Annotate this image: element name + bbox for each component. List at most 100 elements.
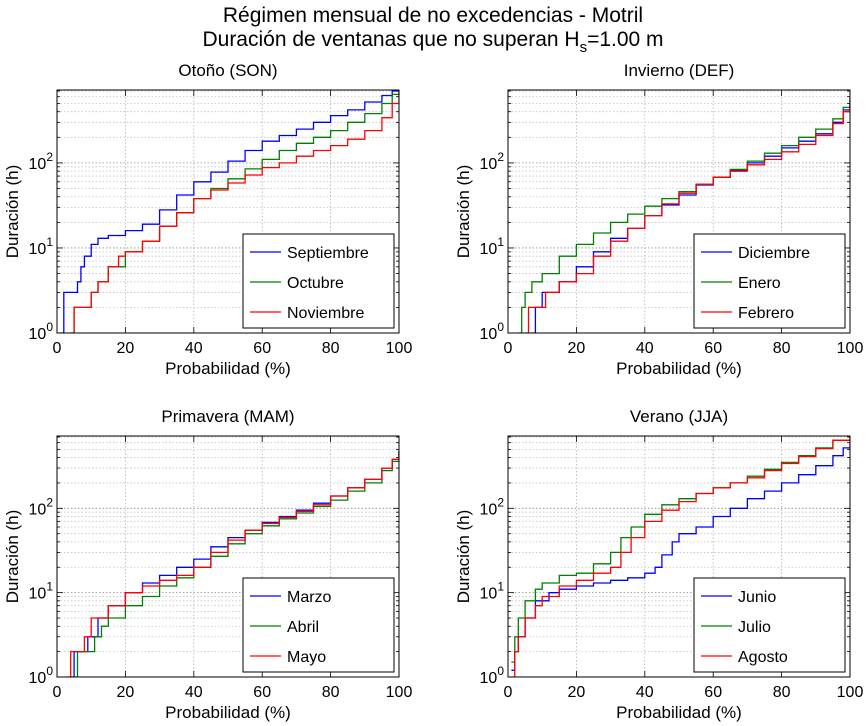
x-tick-label: 20 <box>117 340 135 357</box>
legend-label: Mayo <box>287 649 326 666</box>
y-tick-label: 100 <box>29 320 54 343</box>
series-line-julio <box>511 436 850 663</box>
series-group <box>60 90 399 333</box>
x-tick-label: 40 <box>185 340 203 357</box>
y-tick-exponent: 2 <box>46 495 53 509</box>
x-tick-label: 60 <box>253 340 271 357</box>
y-tick-exponent: 1 <box>497 580 504 594</box>
legend-label: Marzo <box>287 589 332 606</box>
y-tick-exponent: 1 <box>46 235 53 249</box>
legend: Septiembre Octubre Noviembre <box>242 233 395 329</box>
legend: Junio Julio Agosto <box>693 577 846 673</box>
legend-label: Diciembre <box>738 245 810 262</box>
x-axis-label: Probabilidad (%) <box>165 359 291 378</box>
y-tick-label: 102 <box>480 150 505 173</box>
y-tick-label: 101 <box>480 580 505 603</box>
y-tick-label: 102 <box>29 495 54 518</box>
x-tick-label: 0 <box>53 684 62 701</box>
y-tick-base: 10 <box>29 586 47 603</box>
y-tick-exponent: 2 <box>497 150 504 164</box>
series-line-mayo <box>67 450 399 677</box>
x-tick-label: 80 <box>322 340 340 357</box>
axes-frame <box>56 435 400 678</box>
legend-label: Febrero <box>738 305 794 322</box>
legend-label: Septiembre <box>287 245 369 262</box>
series-group <box>67 450 399 677</box>
x-tick-label: 60 <box>704 340 722 357</box>
y-tick-exponent: 1 <box>46 580 53 594</box>
y-tick-exponent: 2 <box>46 150 53 164</box>
y-tick-exponent: 0 <box>46 320 53 334</box>
x-tick-label: 100 <box>837 340 864 357</box>
y-tick-label: 100 <box>480 664 505 687</box>
y-tick-base: 10 <box>480 586 498 603</box>
y-tick-label: 102 <box>480 495 505 518</box>
series-line-septiembre <box>60 90 399 333</box>
y-tick-base: 10 <box>480 670 498 687</box>
y-tick-label: 100 <box>29 664 54 687</box>
legend-label: Noviembre <box>287 305 364 322</box>
series-group <box>518 96 850 333</box>
x-tick-label: 0 <box>53 340 62 357</box>
series-line-noviembre <box>70 90 399 333</box>
figure-title-line2-post: =1.00 m <box>587 28 663 51</box>
figure-title-line2-pre: Duración de ventanas que no superan H <box>202 28 579 51</box>
y-tick-base: 10 <box>29 501 47 518</box>
y-axis-label: Duración (h) <box>454 510 473 604</box>
x-tick-label: 100 <box>386 684 413 701</box>
subplot-title: Invierno (DEF) <box>624 61 735 80</box>
y-tick-exponent: 2 <box>497 495 504 509</box>
legend: Marzo Abril Mayo <box>242 577 395 673</box>
subplot-title: Verano (JJA) <box>630 407 728 426</box>
x-tick-label: 80 <box>322 684 340 701</box>
legend-label: Abril <box>287 619 319 636</box>
x-tick-label: 20 <box>117 684 135 701</box>
x-tick-label: 60 <box>253 684 271 701</box>
legend-label: Octubre <box>287 275 344 292</box>
series-line-junio <box>511 442 850 671</box>
figure-title-line2-sub: s <box>580 39 588 56</box>
legend-label: Julio <box>738 619 771 636</box>
y-tick-label: 101 <box>29 235 54 258</box>
y-tick-base: 10 <box>29 156 47 173</box>
series-group <box>511 436 850 677</box>
y-tick-label: 101 <box>29 580 54 603</box>
y-tick-base: 10 <box>480 501 498 518</box>
legend-box <box>693 233 846 329</box>
x-tick-label: 20 <box>568 340 586 357</box>
y-tick-label: 102 <box>29 150 54 173</box>
y-tick-base: 10 <box>480 326 498 343</box>
axes-frame <box>507 89 851 334</box>
x-tick-label: 80 <box>773 684 791 701</box>
x-tick-label: 40 <box>636 684 654 701</box>
x-tick-label: 0 <box>504 340 513 357</box>
y-tick-base: 10 <box>29 326 47 343</box>
y-tick-base: 10 <box>29 670 47 687</box>
y-tick-exponent: 0 <box>497 664 504 678</box>
x-tick-label: 60 <box>704 684 722 701</box>
axes-frame <box>56 89 400 334</box>
x-tick-label: 100 <box>386 340 413 357</box>
subplot-title: Primavera (MAM) <box>161 407 294 426</box>
y-tick-exponent: 0 <box>46 664 53 678</box>
y-axis-label: Duración (h) <box>454 165 473 259</box>
y-tick-exponent: 0 <box>497 320 504 334</box>
x-tick-label: 100 <box>837 684 864 701</box>
legend-label: Agosto <box>738 649 788 666</box>
series-line-febrero <box>525 99 850 333</box>
y-tick-base: 10 <box>480 241 498 258</box>
series-line-agosto <box>511 436 850 677</box>
legend-label: Enero <box>738 275 781 292</box>
legend-label: Junio <box>738 589 776 606</box>
figure-title-line1: Régimen mensual de no excedencias - Motr… <box>223 4 643 27</box>
x-tick-label: 0 <box>504 684 513 701</box>
y-tick-base: 10 <box>29 241 47 258</box>
x-axis-label: Probabilidad (%) <box>616 359 742 378</box>
y-axis-label: Duración (h) <box>3 510 22 604</box>
